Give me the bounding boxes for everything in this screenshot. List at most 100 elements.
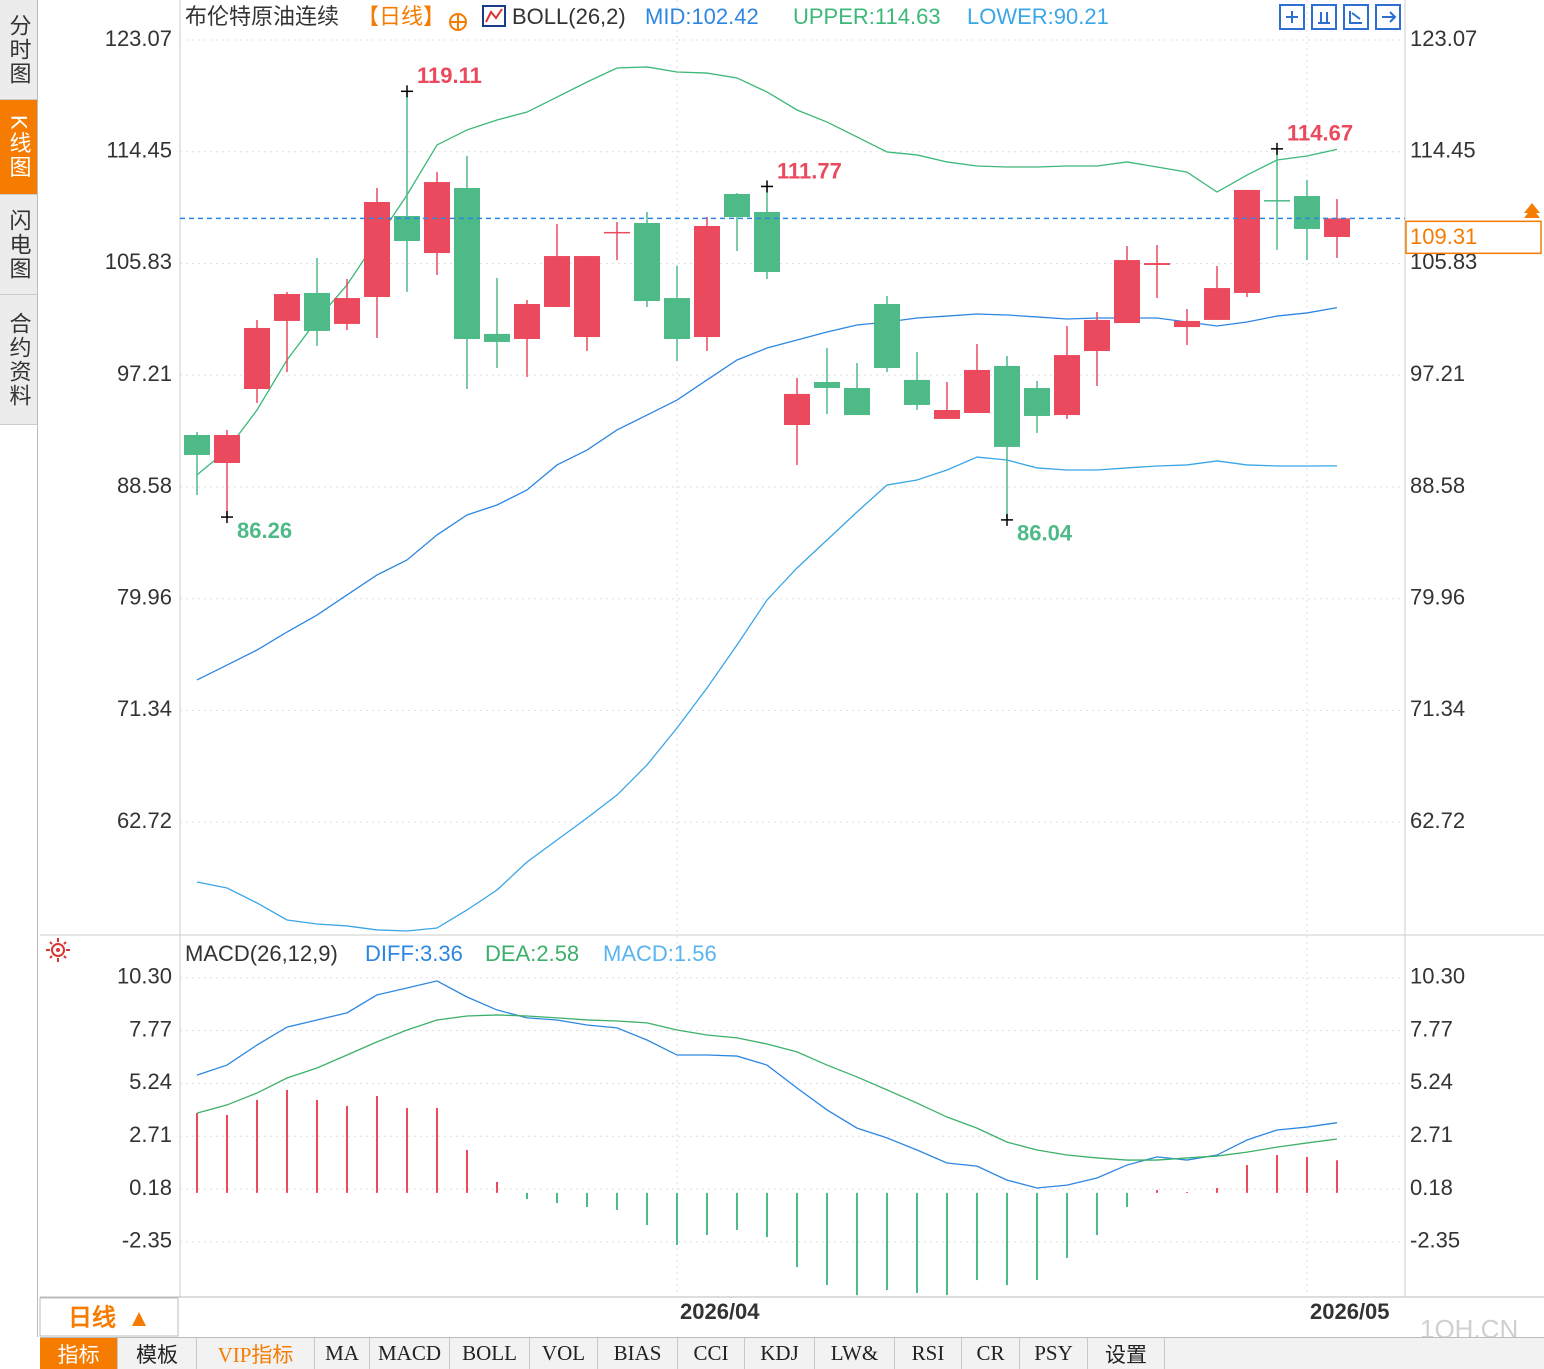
side-tab[interactable]: 分时图 <box>0 0 38 100</box>
candle-body <box>1024 387 1050 416</box>
y-tick-label-right: 0.18 <box>1410 1175 1453 1200</box>
tab[interactable]: CCI <box>678 1338 745 1369</box>
side-tab-label: 分时图 <box>6 13 32 86</box>
indicator-tabs: 指标 模板 VIP指标 MA MACD BOLL VOL BIAS CCI KD… <box>40 1337 1544 1369</box>
side-tab-label: K线图 <box>6 114 32 180</box>
candle-body <box>544 256 570 307</box>
y-tick-label-left: 62.72 <box>117 808 172 833</box>
y-tick-label-left: 2.71 <box>129 1122 172 1147</box>
period-button[interactable] <box>39 1297 179 1337</box>
add-icon[interactable] <box>449 13 467 31</box>
candle-body <box>484 333 510 342</box>
y-tick-label-left: -2.35 <box>122 1228 172 1253</box>
candle-body <box>364 201 390 297</box>
candle-body <box>634 222 660 302</box>
toolbar-icon[interactable] <box>1279 4 1305 30</box>
candle-body <box>604 231 630 234</box>
candle-body <box>1204 288 1230 320</box>
high-label: 114.67 <box>1287 121 1353 146</box>
candle-body <box>994 365 1020 447</box>
side-tab[interactable]: 闪电图 <box>0 195 38 295</box>
candle-body <box>874 303 900 369</box>
y-tick-label-right: 2.71 <box>1410 1122 1453 1147</box>
tab[interactable]: BOLL <box>450 1338 530 1369</box>
y-tick-label-right: 123.07 <box>1410 26 1477 51</box>
candle-body <box>514 303 540 339</box>
tab[interactable]: 设置 <box>1088 1338 1165 1369</box>
candle-body <box>1324 218 1350 237</box>
last-price-box <box>1405 220 1542 255</box>
side-tab[interactable]: 合约资料 <box>0 295 38 425</box>
y-tick-label-right: 10.30 <box>1410 964 1465 989</box>
tab[interactable]: BIAS <box>598 1338 678 1369</box>
tab[interactable]: RSI <box>895 1338 962 1369</box>
tab-vip[interactable]: VIP指标 <box>197 1338 315 1369</box>
candle-body <box>1084 319 1110 352</box>
y-tick-label-right: 7.77 <box>1410 1016 1453 1041</box>
toolbar-icons <box>1279 4 1401 30</box>
macd-line <box>196 980 1338 1189</box>
y-tick-label-left: 7.77 <box>129 1016 172 1041</box>
candle-body <box>184 435 210 455</box>
low-label: 86.04 <box>1017 521 1073 546</box>
legend-entry: MACD:1.56 <box>603 941 717 966</box>
tab[interactable]: CR <box>962 1338 1020 1369</box>
candle-body <box>334 298 360 324</box>
toolbar-icon[interactable] <box>1311 4 1337 30</box>
tab[interactable]: PSY <box>1020 1338 1088 1369</box>
candle-body <box>934 410 960 419</box>
candle-body <box>754 211 780 272</box>
macd-line <box>196 1014 1338 1161</box>
candle-body <box>1174 320 1200 328</box>
candle-body <box>214 435 240 464</box>
legend-entry: DEA:2.58 <box>485 941 579 966</box>
boll-line <box>196 456 1338 932</box>
tab[interactable]: 模板 <box>118 1338 197 1369</box>
price-arrow-icon <box>1524 203 1540 218</box>
tab[interactable]: MA <box>315 1338 370 1369</box>
y-tick-label-right: 5.24 <box>1410 1069 1453 1094</box>
side-tab-label: 合约资料 <box>6 311 32 408</box>
chart-title: 布伦特原油连续 <box>185 4 339 29</box>
legend-entry: MID:102.42 <box>645 4 759 29</box>
candle-body <box>1234 189 1260 293</box>
legend-entry: LOWER:90.21 <box>967 4 1109 29</box>
y-tick-label-right: 79.96 <box>1410 585 1465 610</box>
y-tick-label-left: 105.83 <box>105 249 172 274</box>
legend-entry: UPPER:114.63 <box>793 4 941 29</box>
high-label: 111.77 <box>777 158 842 183</box>
chart: 日线 1QH.CN 布伦特原油连续 【日线】 BOLL(26,2) MACD(2… <box>39 0 1544 1337</box>
candle-body <box>904 379 930 405</box>
y-tick-label-left: 97.21 <box>117 361 172 386</box>
macd-icon <box>46 938 70 962</box>
candle-body <box>784 393 810 426</box>
period-button-label: 日线 <box>68 1304 116 1331</box>
side-tab-active[interactable]: K线图 <box>0 100 38 195</box>
tab[interactable]: VOL <box>530 1338 598 1369</box>
boll-icon <box>482 5 506 27</box>
y-tick-label-right: 114.45 <box>1410 138 1476 163</box>
candle-body <box>664 298 690 339</box>
legend-entry: DIFF:3.36 <box>365 941 463 966</box>
y-tick-label-left: 123.07 <box>105 26 172 51</box>
watermark: 1QH.CN <box>1420 1314 1518 1337</box>
candle-body <box>304 292 330 331</box>
period-arrow <box>132 1312 146 1326</box>
candle-body <box>1264 200 1290 202</box>
candle-body <box>244 327 270 390</box>
x-tick-label: 2026/04 <box>680 1299 760 1324</box>
sidebar-fill <box>0 425 38 1337</box>
tab[interactable]: MACD <box>370 1338 450 1369</box>
candle-body <box>724 193 750 218</box>
tab[interactable]: LW& <box>815 1338 895 1369</box>
y-tick-label-left: 114.45 <box>106 138 172 163</box>
macd-title: MACD(26,12,9) <box>185 941 338 966</box>
y-tick-label-right: 88.58 <box>1410 473 1465 498</box>
tab[interactable]: KDJ <box>745 1338 815 1369</box>
x-tick-label: 2026/05 <box>1310 1299 1390 1324</box>
boll-line <box>196 306 1338 681</box>
candle-body <box>1054 355 1080 416</box>
candle-body <box>964 369 990 413</box>
tab-active[interactable]: 指标 <box>40 1338 118 1369</box>
